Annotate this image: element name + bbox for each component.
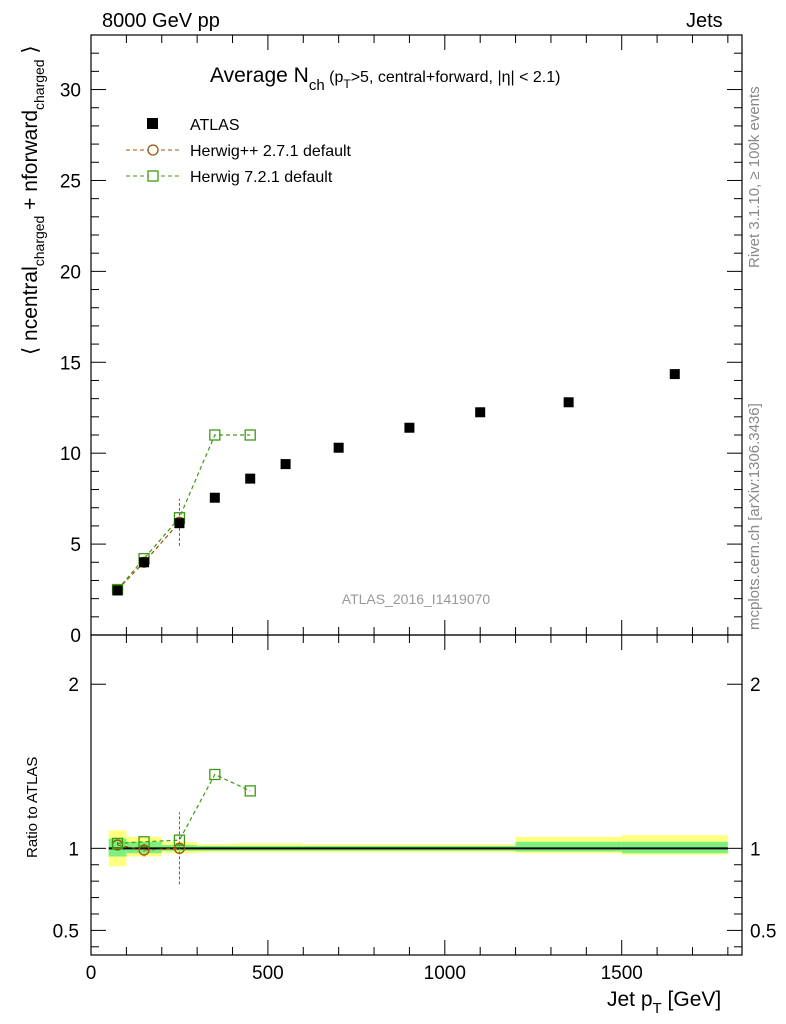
- ratio-y-tick-label-right: 2: [750, 675, 761, 696]
- y-tick-label: 0: [70, 626, 81, 647]
- ratio-y-tick-label-right: 1: [750, 839, 761, 860]
- legend-herwig7-label: Herwig 7.2.1 default: [190, 169, 333, 186]
- legend-atlas-label: ATLAS: [190, 117, 240, 134]
- y-tick-label: 20: [60, 262, 81, 283]
- ratio-herwig7-point: [173, 834, 186, 846]
- herwig7-point: [244, 429, 256, 441]
- x-axis-label: Jet pT [GeV]: [607, 988, 721, 1017]
- atlas-point: [475, 407, 486, 418]
- herwig7-line: [117, 434, 251, 590]
- x-tick-label: 500: [252, 963, 284, 984]
- ratio-herwigpp-line: [117, 844, 180, 851]
- atlas-point: [139, 557, 150, 568]
- atlas-point: [280, 459, 291, 470]
- y-tick-label: 10: [60, 444, 81, 465]
- x-tick-label: 0: [86, 963, 97, 984]
- legend-herwig7-marker: [147, 170, 159, 182]
- legend-herwigpp-label: Herwig++ 2.7.1 default: [190, 143, 352, 160]
- atlas-point: [333, 442, 344, 453]
- y-tick-label: 15: [60, 353, 81, 374]
- atlas-point: [209, 492, 220, 503]
- y-tick-label: 5: [70, 535, 81, 556]
- atlas-point: [404, 422, 415, 433]
- y-tick-label: 30: [60, 81, 81, 102]
- header-left: 8000 GeV pp: [102, 10, 220, 32]
- ratio-y-tick-label: 2: [68, 675, 79, 696]
- ratio-y-tick-label-right: 0.5: [750, 921, 776, 942]
- analysis-watermark: ATLAS_2016_I1419070: [342, 591, 491, 607]
- y-tick-label: 25: [60, 171, 81, 192]
- header-right: Jets: [686, 10, 723, 32]
- ratio-band-inner: [515, 841, 622, 852]
- ratio-herwig7-point: [138, 836, 150, 848]
- ratio-herwigpp-point: [173, 842, 186, 854]
- ratio-y-tick-label: 1: [68, 839, 79, 860]
- main-frame: [90, 34, 743, 636]
- ratio-frame: [90, 634, 743, 956]
- ratio-herwigpp-point: [138, 844, 150, 856]
- atlas-point: [563, 397, 574, 408]
- atlas-point: [174, 518, 185, 529]
- x-tick-label: 1500: [601, 963, 643, 984]
- herwig7-point: [209, 429, 221, 441]
- chart-title: Average Nch (pT>5, central+forward, |η| …: [210, 64, 560, 94]
- legend-atlas-marker: [147, 118, 158, 129]
- ratio-herwig7-point: [244, 785, 256, 797]
- y-axis-label: ⟨ ncentralcharged + nforwardcharged ⟩: [19, 45, 47, 355]
- ratio-herwig7-point: [209, 768, 221, 781]
- legend-herwigpp-marker: [147, 144, 159, 156]
- atlas-point: [112, 585, 123, 596]
- atlas-point: [245, 473, 256, 484]
- x-tick-label: 1000: [424, 963, 466, 984]
- legend: ATLAS Herwig++ 2.7.1 default Herwig 7.2.1 …: [126, 117, 352, 186]
- ratio-y-tick-label: 0.5: [53, 921, 79, 942]
- ratio-y-axis-label: Ratio to ATLAS: [24, 757, 41, 858]
- ratio-herwig7-point: [111, 837, 124, 850]
- ratio-herwig7-line: [117, 773, 251, 845]
- atlas-point: [669, 369, 680, 380]
